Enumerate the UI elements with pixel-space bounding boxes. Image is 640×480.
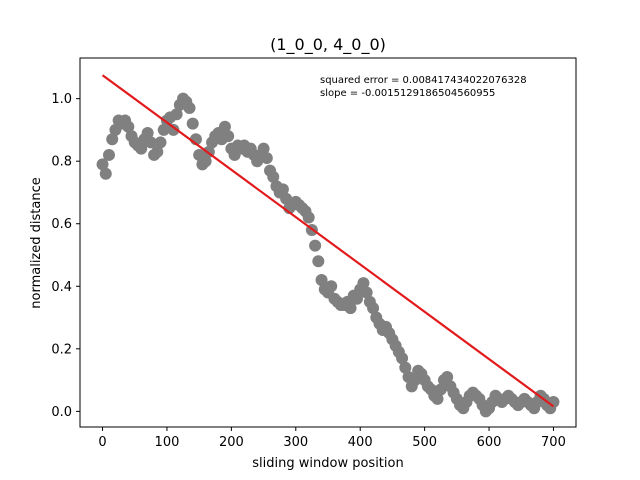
data-point bbox=[141, 127, 154, 140]
y-tick-label: 0.6 bbox=[51, 217, 72, 232]
data-point bbox=[360, 286, 373, 299]
data-point bbox=[431, 392, 444, 405]
x-tick-label: 100 bbox=[155, 435, 180, 450]
regression-line bbox=[101, 74, 555, 408]
data-point bbox=[260, 152, 273, 165]
y-tick-label: 0.4 bbox=[51, 280, 72, 295]
data-point bbox=[396, 352, 409, 365]
x-ticks: 0 100 200 300 400 500 600 700 bbox=[98, 427, 566, 450]
plot-frame bbox=[79, 57, 577, 428]
y-tick-label: 0.2 bbox=[51, 342, 72, 357]
data-point bbox=[99, 167, 112, 180]
x-tick-label: 0 bbox=[98, 435, 106, 450]
data-point bbox=[96, 158, 109, 171]
data-point bbox=[441, 370, 454, 383]
annotation-squared-error: squared error = 0.008417434022076328 bbox=[320, 75, 527, 86]
y-tick-label: 0.8 bbox=[51, 155, 72, 170]
data-point bbox=[367, 302, 380, 315]
data-point bbox=[135, 142, 148, 155]
data-point bbox=[106, 133, 119, 146]
x-tick-label: 200 bbox=[219, 435, 244, 450]
data-point bbox=[151, 145, 164, 158]
data-point bbox=[167, 123, 180, 136]
data-point bbox=[315, 274, 328, 287]
x-tick-label: 700 bbox=[541, 435, 566, 450]
fit-layer bbox=[101, 74, 555, 408]
data-point bbox=[309, 239, 322, 252]
x-axis-label: sliding window position bbox=[252, 456, 403, 471]
data-point bbox=[344, 302, 357, 315]
data-point bbox=[199, 155, 212, 168]
x-tick-label: 400 bbox=[348, 435, 373, 450]
data-point bbox=[302, 211, 315, 224]
x-tick-label: 300 bbox=[283, 435, 308, 450]
data-point bbox=[122, 120, 135, 133]
chart-title: (1_0_0, 4_0_0) bbox=[270, 35, 386, 55]
data-point bbox=[325, 280, 338, 293]
data-point bbox=[157, 123, 170, 136]
y-tick-label: 0.0 bbox=[51, 405, 72, 420]
data-point bbox=[350, 292, 363, 305]
data-point bbox=[257, 142, 270, 155]
data-point bbox=[276, 183, 289, 196]
data-point bbox=[170, 108, 183, 121]
y-tick-label: 1.0 bbox=[51, 92, 72, 107]
annotation-slope: slope = -0.0015129186504560955 bbox=[320, 88, 495, 99]
data-point bbox=[102, 148, 115, 161]
data-point bbox=[434, 383, 447, 396]
points-layer bbox=[96, 92, 560, 418]
data-point bbox=[183, 102, 196, 115]
x-tick-label: 500 bbox=[412, 435, 437, 450]
data-point bbox=[218, 120, 231, 133]
y-axis-label: normalized distance bbox=[29, 177, 44, 308]
data-point bbox=[186, 117, 199, 130]
data-point bbox=[267, 170, 280, 183]
data-point bbox=[399, 361, 412, 374]
data-point bbox=[312, 255, 325, 268]
data-point bbox=[357, 277, 370, 290]
data-point bbox=[144, 136, 157, 149]
data-point bbox=[154, 136, 167, 149]
y-ticks: 0.0 0.2 0.4 0.6 0.8 1.0 bbox=[51, 92, 80, 420]
data-point bbox=[222, 130, 235, 143]
x-tick-label: 600 bbox=[477, 435, 502, 450]
